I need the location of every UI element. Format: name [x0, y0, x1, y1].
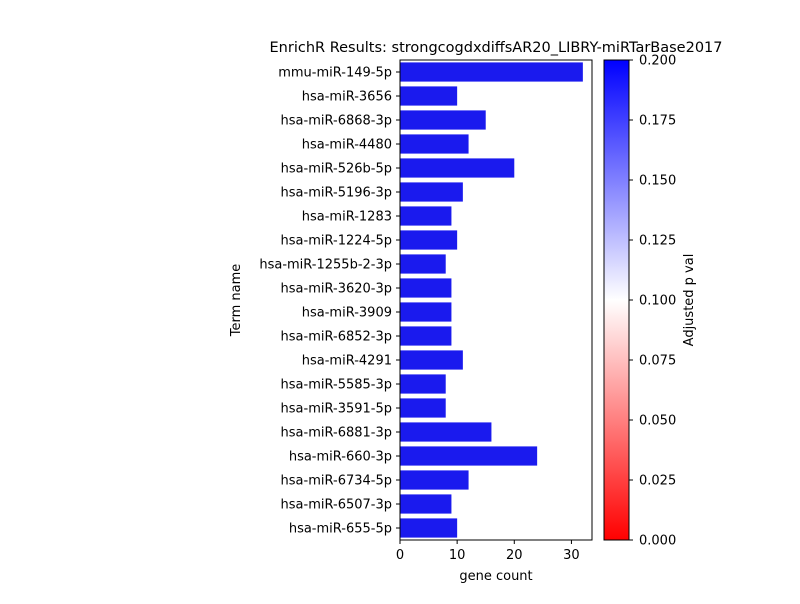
y-tick-label: hsa-miR-655-5p	[289, 522, 392, 537]
bar-hsa-miR-5196-3p	[400, 182, 463, 202]
bar-hsa-miR-6507-3p	[400, 494, 452, 514]
chart-title: EnrichR Results: strongcogdxdiffsAR20_LI…	[270, 40, 723, 56]
x-axis: 0 10 20 30	[396, 540, 580, 563]
bar-hsa-miR-6868-3p	[400, 110, 486, 130]
y-tick-label: mmu-miR-149-5p	[278, 66, 392, 81]
plot-frame	[399, 59, 593, 541]
y-tick-label: hsa-miR-6868-3p	[281, 114, 392, 129]
bar-hsa-miR-6881-3p	[400, 422, 492, 442]
bar-hsa-miR-660-3p	[400, 446, 538, 466]
y-axis: mmu-miR-149-5p hsa-miR-3656 hsa-miR-6868-3…	[259, 66, 400, 537]
y-tick-label: hsa-miR-6734-5p	[281, 474, 392, 489]
bar-hsa-miR-1255b-2-3p	[400, 254, 446, 274]
bar-hsa-miR-3620-3p	[400, 278, 452, 298]
y-tick-label: hsa-miR-660-3p	[289, 450, 392, 465]
bar-hsa-miR-1283	[400, 206, 452, 226]
bar-hsa-miR-6852-3p	[400, 326, 452, 346]
y-tick-label: hsa-miR-3656	[302, 90, 392, 105]
colorbar-tick-label: 0.050	[639, 414, 676, 429]
colorbar-label: Adjusted p val	[682, 254, 697, 347]
colorbar-tick-label: 0.150	[639, 174, 676, 189]
bar-hsa-miR-5585-3p	[400, 374, 446, 394]
y-tick-label: hsa-miR-3620-3p	[281, 282, 392, 297]
colorbar: 0.000 0.025 0.050 0.075 0.100 0.125 0.150 0.175…	[603, 54, 697, 549]
colorbar-tick-label: 0.000	[639, 534, 676, 549]
y-tick-label: hsa-miR-6881-3p	[281, 426, 392, 441]
colorbar-tick-label: 0.075	[639, 354, 676, 369]
bar-hsa-miR-1224-5p	[400, 230, 458, 250]
colorbar-tick-label: 0.200	[639, 54, 676, 69]
y-tick-label: hsa-miR-3591-5p	[281, 402, 392, 417]
y-tick-label: hsa-miR-1283	[302, 210, 392, 225]
colorbar-tick-label: 0.100	[639, 294, 676, 309]
bar-hsa-miR-4291	[400, 350, 463, 370]
bars-layer	[400, 62, 583, 538]
colorbar-tick-label: 0.125	[639, 234, 676, 249]
bar-hsa-miR-3656	[400, 86, 458, 106]
y-tick-label: hsa-miR-6507-3p	[281, 498, 392, 513]
x-axis-label: gene count	[459, 569, 532, 584]
y-tick-label: hsa-miR-526b-5p	[281, 162, 392, 177]
y-tick-label: hsa-miR-3909	[302, 306, 392, 321]
y-tick-label: hsa-miR-5585-3p	[281, 378, 392, 393]
bar-hsa-miR-526b-5p	[400, 158, 515, 178]
y-tick-label: hsa-miR-4480	[302, 138, 392, 153]
y-tick-label: hsa-miR-1224-5p	[281, 234, 392, 249]
bar-hsa-miR-3909	[400, 302, 452, 322]
x-tick-label: 20	[506, 548, 523, 563]
y-tick-label: hsa-miR-4291	[302, 354, 392, 369]
x-tick-label: 0	[396, 548, 404, 563]
x-tick-label: 30	[563, 548, 580, 563]
y-tick-label: hsa-miR-5196-3p	[281, 186, 392, 201]
y-tick-label: hsa-miR-1255b-2-3p	[259, 258, 392, 273]
y-tick-label: hsa-miR-6852-3p	[281, 330, 392, 345]
y-axis-label: Term name	[229, 264, 244, 338]
colorbar-tick-label: 0.175	[639, 114, 676, 129]
bar-hsa-miR-3591-5p	[400, 398, 446, 418]
colorbar-tick-label: 0.025	[639, 474, 676, 489]
bar-mmu-miR-149-5p	[400, 62, 583, 82]
colorbar-ticks: 0.000 0.025 0.050 0.075 0.100 0.125 0.150 0.175…	[629, 54, 676, 549]
bar-hsa-miR-4480	[400, 134, 469, 154]
bar-hsa-miR-655-5p	[400, 518, 458, 538]
bar-hsa-miR-6734-5p	[400, 470, 469, 490]
colorbar-gradient	[603, 59, 630, 541]
x-tick-label: 10	[449, 548, 466, 563]
